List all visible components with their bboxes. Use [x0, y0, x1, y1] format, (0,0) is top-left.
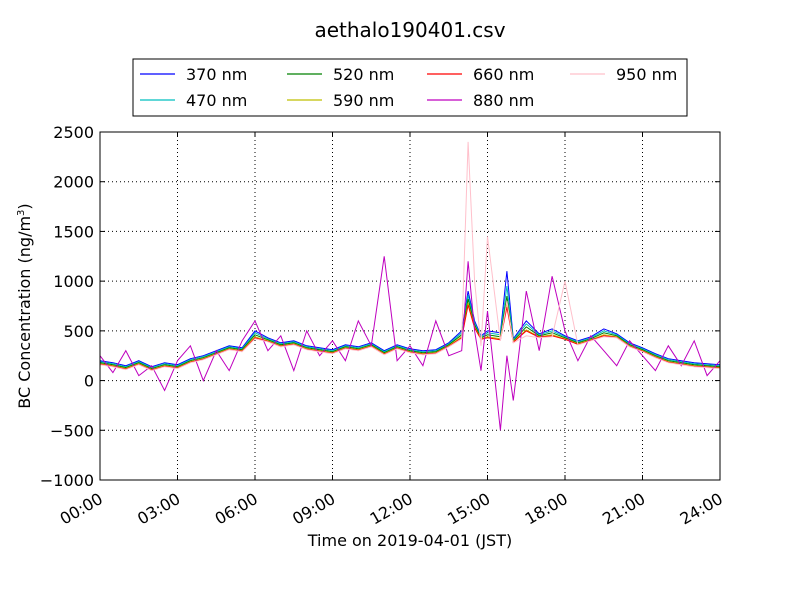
- plot-frame: [100, 132, 720, 480]
- x-tick-label: 06:00: [212, 489, 261, 529]
- series-line: [99, 141, 721, 372]
- grid-layer: [100, 132, 720, 480]
- y-tick-label: −1000: [40, 471, 94, 490]
- legend: 370 nm 470 nm 520 nm 590 nm 660 nm 880 nm 950 …: [132, 58, 688, 117]
- y-axis-label-main: BC Concentration (ng/m: [15, 216, 34, 409]
- y-tick-label: 0: [84, 372, 94, 391]
- y-tick-label: 500: [63, 322, 94, 341]
- chart-title: aethalo190401.csv: [314, 18, 505, 42]
- legend-label: 520 nm: [333, 65, 394, 84]
- x-tick-label: 15:00: [444, 489, 493, 529]
- legend-box: [132, 58, 688, 117]
- legend-label: 470 nm: [186, 91, 247, 110]
- y-axis-label-close: ): [15, 203, 34, 209]
- x-tick-label: 12:00: [367, 489, 416, 529]
- legend-label: 950 nm: [616, 65, 677, 84]
- x-tick-label: 21:00: [599, 489, 648, 529]
- y-tick-label: 2500: [53, 123, 94, 142]
- series-line: [99, 286, 721, 369]
- y-tick-label: −500: [50, 421, 94, 440]
- legend-label: 590 nm: [333, 91, 394, 110]
- x-tick-label: 00:00: [57, 489, 106, 529]
- y-tick-label: 1000: [53, 272, 94, 291]
- legend-label: 370 nm: [186, 65, 247, 84]
- series-line: [99, 296, 721, 370]
- legend-label: 880 nm: [473, 91, 534, 110]
- series-line: [99, 256, 721, 431]
- x-axis-label: Time on 2019-04-01 (JST): [307, 531, 512, 550]
- y-axis-label-superscript: 3: [16, 210, 27, 216]
- y-tick-label: 2000: [53, 173, 94, 192]
- legend-label: 660 nm: [473, 65, 534, 84]
- x-tick-label: 09:00: [289, 489, 338, 529]
- x-tick-label: 03:00: [134, 489, 183, 529]
- x-tick-label: 24:00: [677, 489, 726, 529]
- x-tick-label: 18:00: [522, 489, 571, 529]
- series-line: [99, 271, 721, 368]
- y-axis-label: BC Concentration (ng/m3): [15, 203, 34, 408]
- y-tick-label: 1500: [53, 222, 94, 241]
- series-layer: [99, 141, 721, 431]
